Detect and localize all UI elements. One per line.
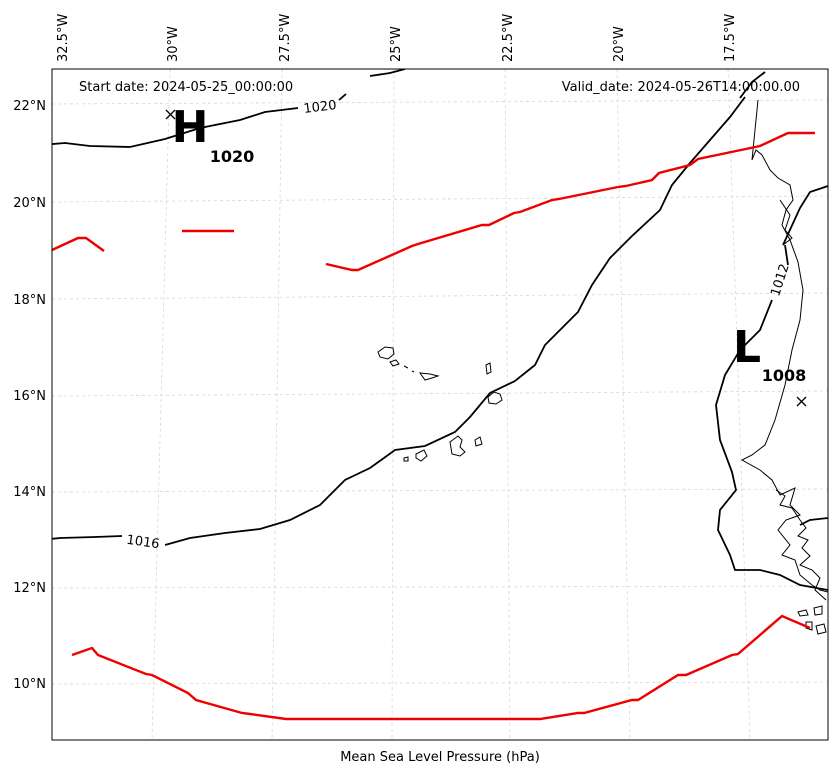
high-pressure-letter: H — [172, 102, 209, 153]
coastline-africa — [740, 99, 828, 593]
lat-label: 16°N — [13, 389, 46, 404]
lon-label: 27.5°W — [278, 14, 293, 62]
isobar-1012-north — [782, 185, 828, 246]
low-pressure-value: 1008 — [762, 366, 807, 385]
red-line-upper — [325, 131, 815, 272]
graticule — [51, 68, 829, 741]
lat-label: 18°N — [13, 293, 46, 308]
start-date-label: Start date: 2024-05-25_00:00:00 — [79, 80, 293, 95]
map-caption: Mean Sea Level Pressure (hPa) — [340, 750, 540, 765]
plot-area — [52, 69, 828, 740]
isobar-1012-right — [799, 517, 828, 526]
lon-label: 32.5°W — [56, 14, 71, 62]
high-pressure-value: 1020 — [210, 147, 255, 166]
isobar-1016 — [52, 96, 746, 546]
lat-label: 22°N — [13, 99, 46, 114]
map-frame — [51, 68, 829, 741]
valid-date-label: Valid_date: 2024-05-26T14:00:00.00 — [562, 80, 800, 95]
high-center-cross — [165, 109, 176, 120]
low-center-cross — [796, 396, 807, 407]
longitude-axis: 32.5°W 30°W 27.5°W 25°W 22.5°W 20°W 17.5… — [56, 14, 738, 62]
red-line-top-left — [52, 236, 105, 252]
isobar-1020-north — [338, 69, 406, 101]
isobar-label-1016: 1016 — [126, 533, 161, 552]
coastline-detail — [775, 199, 827, 601]
lon-label: 17.5°W — [723, 14, 738, 62]
isobar-1020-west — [52, 107, 299, 148]
lat-label: 20°N — [13, 196, 46, 211]
lat-label: 10°N — [13, 677, 46, 692]
isobar-1012 — [715, 244, 828, 591]
lon-label: 22.5°W — [501, 14, 516, 62]
center-markers — [165, 109, 807, 407]
lon-label: 25°W — [389, 26, 404, 62]
isobars — [52, 69, 828, 591]
island-bissagos — [797, 605, 827, 635]
lat-label: 14°N — [13, 485, 46, 500]
isobar-1020-ne — [739, 71, 766, 99]
lon-label: 30°W — [166, 26, 181, 62]
lon-label: 20°W — [612, 26, 627, 62]
latitude-axis: 22°N 20°N 18°N 16°N 14°N 12°N 10°N — [13, 99, 46, 692]
low-pressure-letter: L — [733, 322, 761, 373]
red-line-lower — [71, 614, 811, 721]
red-contours — [52, 131, 815, 721]
lat-label: 12°N — [13, 581, 46, 596]
isobar-label-1020: 1020 — [303, 98, 338, 117]
